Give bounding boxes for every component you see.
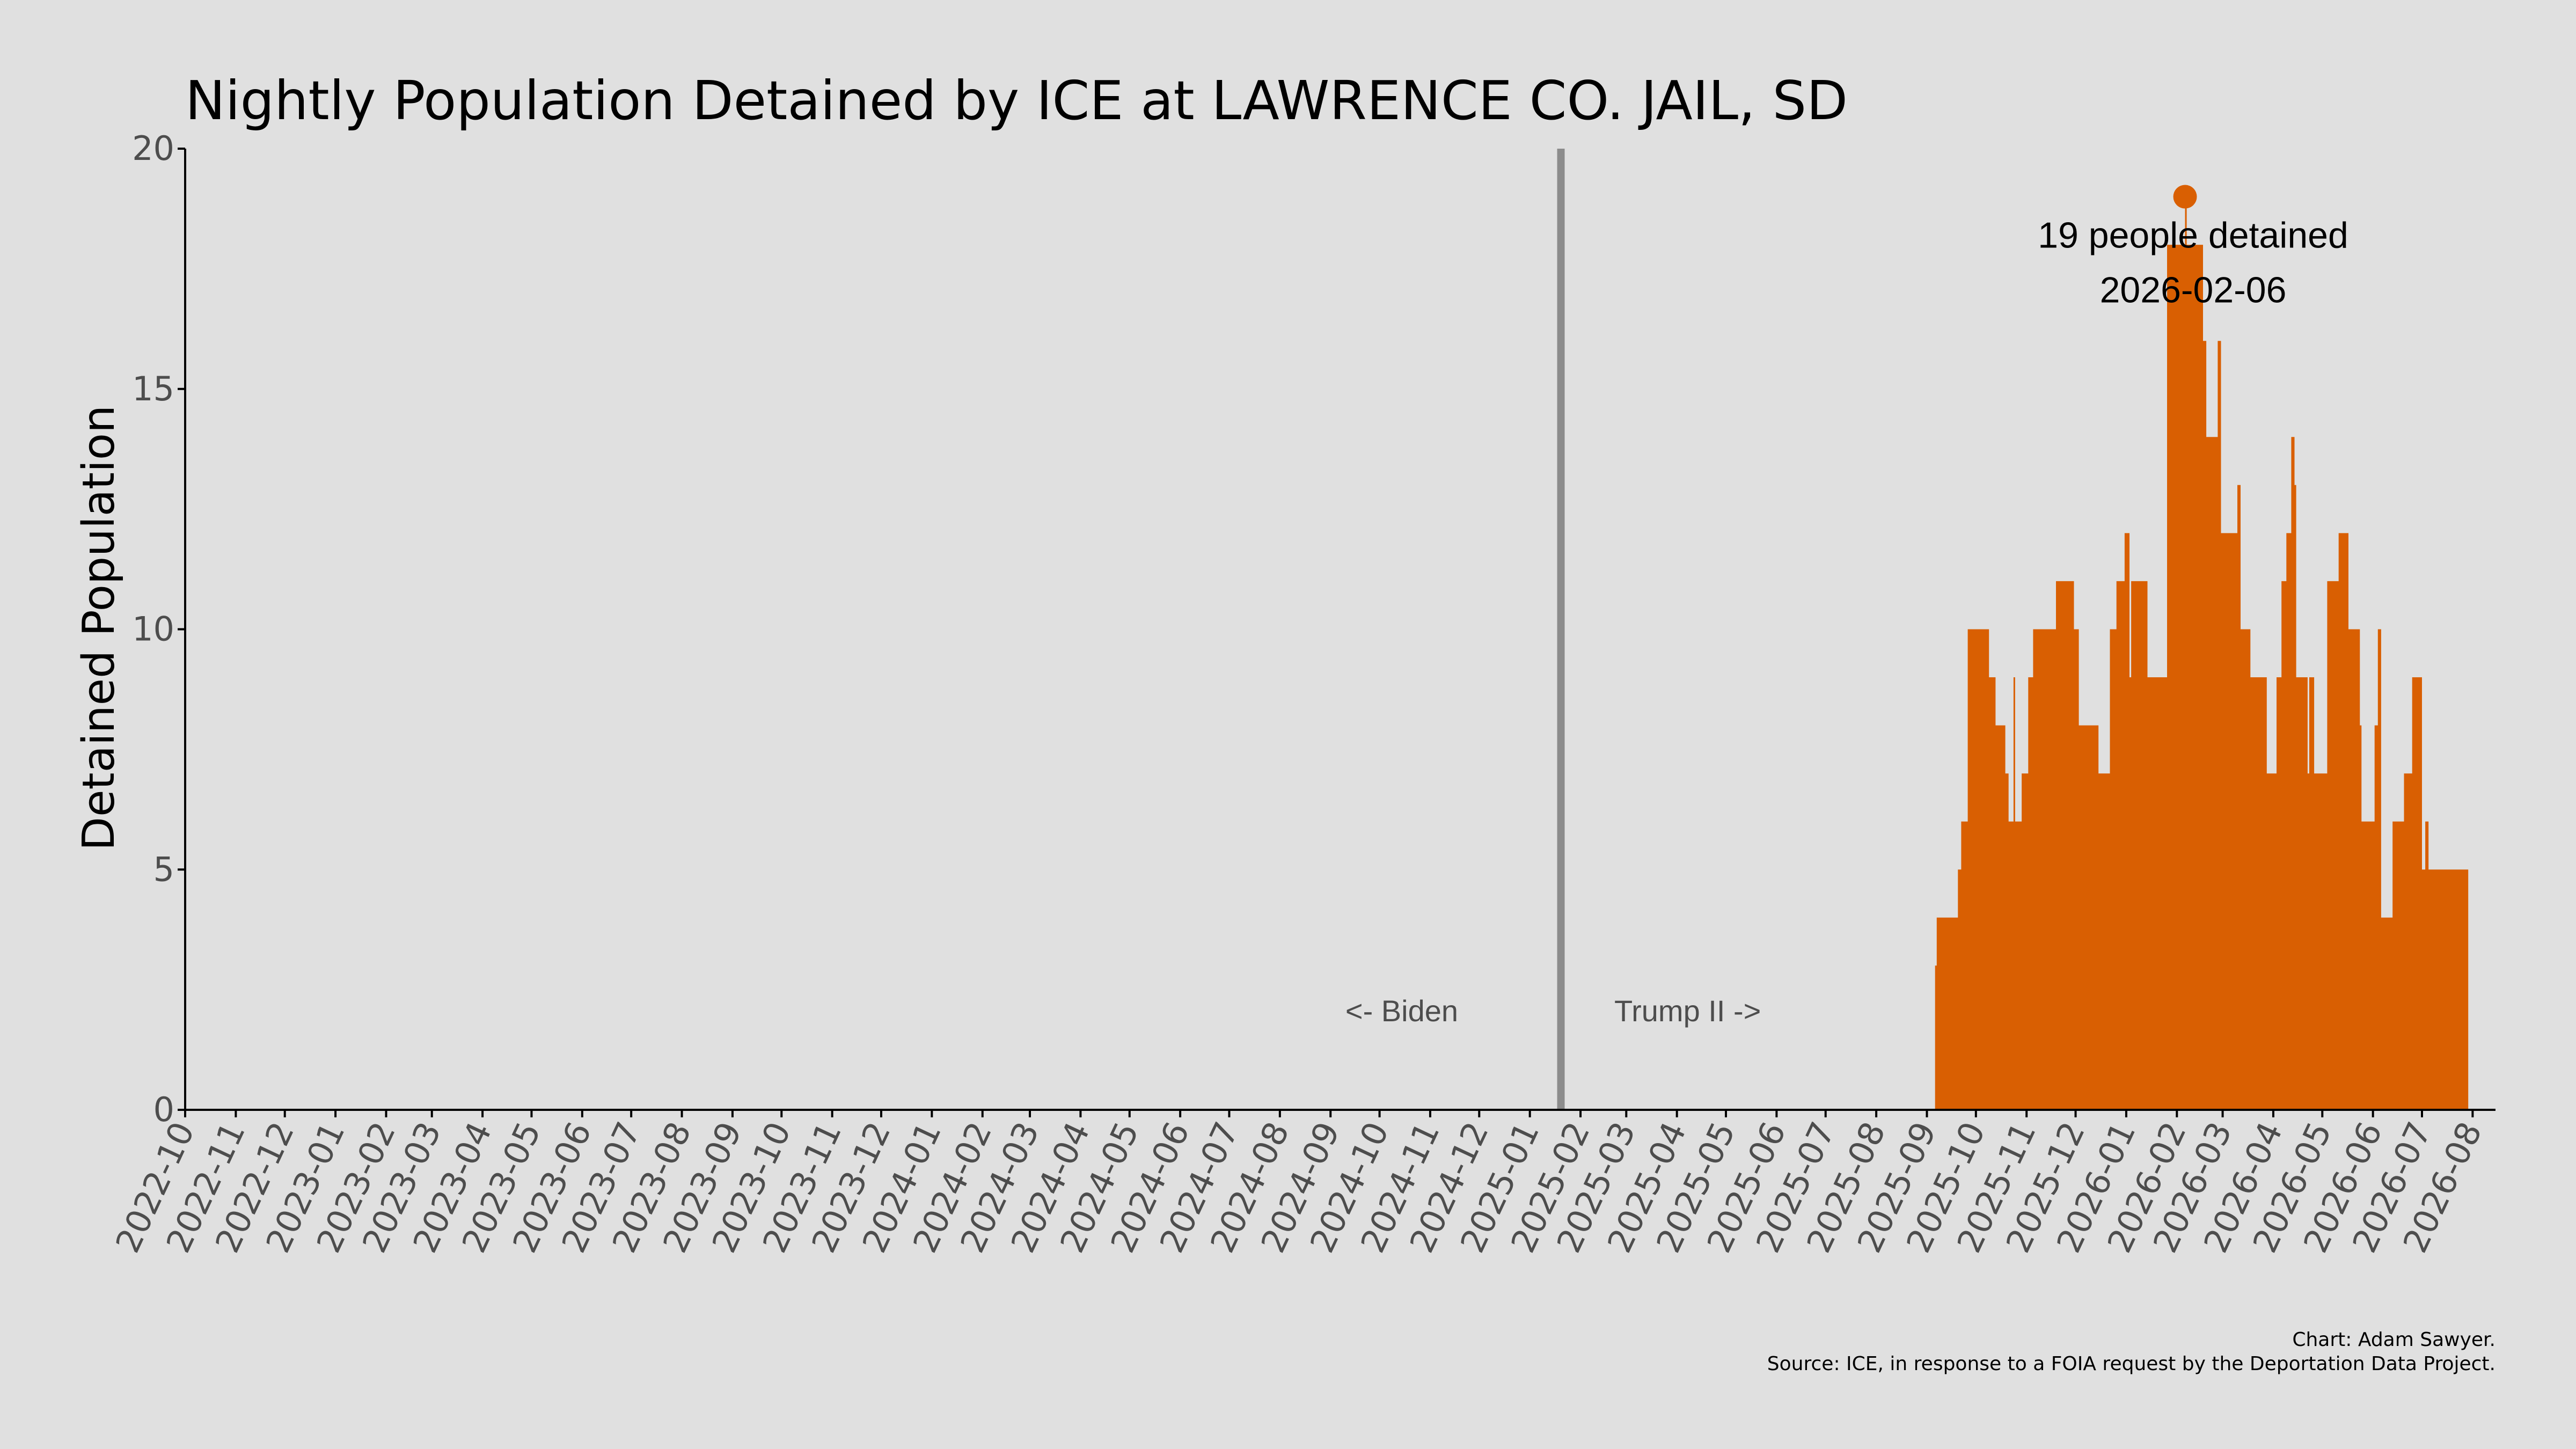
trump-era-label: Trump II -> (1614, 994, 1761, 1028)
population-area (1935, 196, 2469, 1110)
y-tick-label: 0 (153, 1090, 174, 1129)
biden-era-label: <- Biden (1345, 994, 1458, 1028)
detained-population-series (1935, 196, 2469, 1110)
chart-title: Nightly Population Detained by ICE at LA… (185, 69, 1848, 132)
y-tick-label: 5 (153, 850, 174, 889)
y-tick-label: 15 (132, 369, 174, 408)
peak-annotation-date: 2026-02-06 (2100, 270, 2287, 311)
y-tick-label: 10 (132, 610, 174, 649)
caption-source: Source: ICE, in response to a FOIA reque… (1767, 1353, 2496, 1375)
peak-marker (2173, 185, 2197, 209)
y-axis-ticks: 0 5 10 15 20 (132, 129, 185, 1129)
y-tick-label: 20 (132, 129, 174, 168)
peak-annotation-count: 19 people detained (2038, 215, 2348, 256)
caption-credit: Chart: Adam Sawyer. (2292, 1329, 2496, 1351)
y-axis-title: Detained Population (74, 405, 125, 851)
